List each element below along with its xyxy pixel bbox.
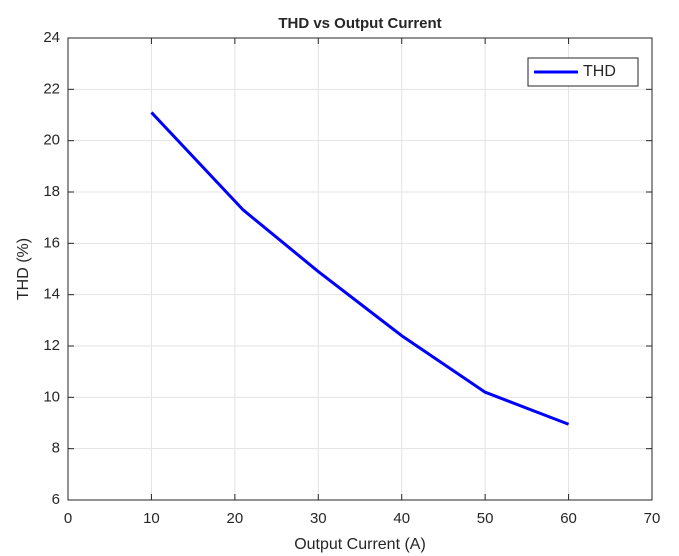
y-tick-label: 14 (43, 286, 60, 303)
x-tick-label: 60 (560, 510, 577, 527)
x-tick-label: 30 (310, 510, 327, 527)
legend-label: THD (583, 63, 616, 80)
y-tick-label: 22 (43, 80, 60, 97)
y-tick-label: 24 (43, 29, 60, 46)
y-tick-label: 8 (52, 440, 60, 457)
y-tick-label: 20 (43, 132, 60, 149)
x-tick-label: 10 (143, 510, 160, 527)
chart-title: THD vs Output Current (278, 15, 441, 32)
y-tick-label: 10 (43, 388, 60, 405)
y-axis-label: THD (%) (15, 238, 32, 300)
plot-frame (67, 37, 653, 501)
x-tick-label: 0 (64, 510, 72, 527)
x-tick-label: 50 (477, 510, 494, 527)
x-tick-label: 70 (644, 510, 661, 527)
y-tick-label: 16 (43, 234, 60, 251)
y-tick-label: 18 (43, 183, 60, 200)
x-tick-label: 20 (227, 510, 244, 527)
x-tick-label: 40 (393, 510, 410, 527)
data-line (150, 111, 570, 426)
y-tick-label: 12 (43, 337, 60, 354)
x-axis-label: Output Current (A) (294, 536, 426, 553)
y-tick-label: 6 (52, 491, 60, 508)
